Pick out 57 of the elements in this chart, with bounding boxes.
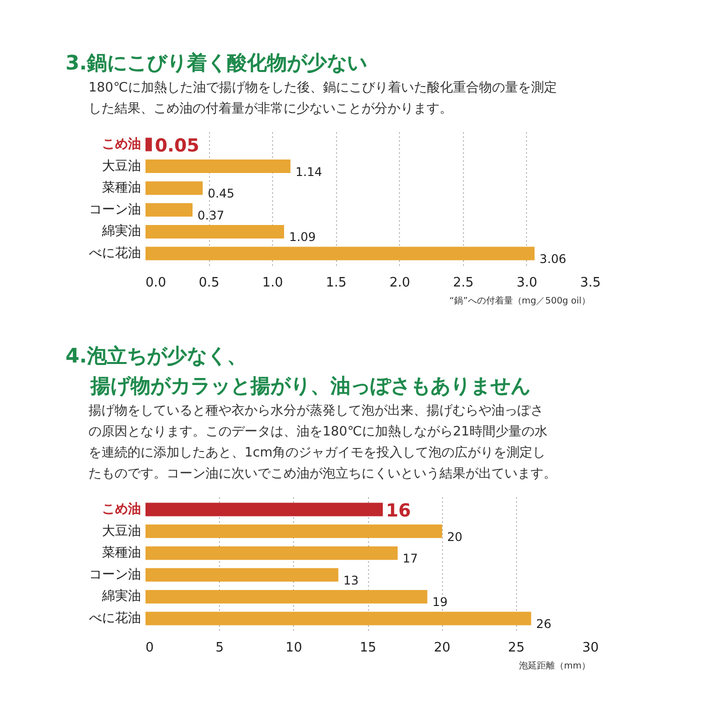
bar <box>146 546 398 560</box>
chart-title: 4.泡立ちが少なく、揚げ物がカラッと揚がり、油っぽさもありません <box>66 344 530 398</box>
x-tick-label: 20 <box>434 640 450 656</box>
bar <box>146 502 383 516</box>
data-label: 0.45 <box>208 186 234 201</box>
y-tick-label: 綿実油 <box>101 223 142 240</box>
data-label: 13 <box>343 573 359 588</box>
data-label: 3.06 <box>540 252 566 266</box>
data-label: 1.14 <box>295 164 322 179</box>
data-label: 1.09 <box>289 230 316 244</box>
chart-title: 3.鍋にこびり着く酸化物が少ない <box>66 50 368 74</box>
y-tick-label: 大豆油 <box>102 524 142 539</box>
data-label: 0.37 <box>198 208 224 222</box>
bar <box>146 590 428 604</box>
x-tick-label: 3.5 <box>580 276 601 290</box>
x-tick-label: 15 <box>360 640 376 656</box>
bar <box>146 612 532 626</box>
data-label: 17 <box>402 552 418 566</box>
y-tick-label: こめ油 <box>102 136 142 152</box>
y-tick-label: コーン油 <box>89 567 142 582</box>
x-tick-label: 3.0 <box>516 276 538 290</box>
x-axis-title: 泡延距離（mm） <box>518 660 591 672</box>
x-tick-label: 25 <box>508 640 525 656</box>
bar <box>146 224 284 238</box>
y-tick-label: こめ油 <box>102 502 142 517</box>
x-tick-label: 1.5 <box>326 276 347 290</box>
bar <box>146 203 193 217</box>
data-label: 19 <box>432 595 448 610</box>
x-tick-label: 5 <box>216 640 224 656</box>
bar <box>146 160 290 174</box>
data-label: 20 <box>447 530 462 544</box>
chart-subtitle: 揚げ物をしていると種や衣から水分が蒸発して泡が出来、揚げむらや油っぽさの原因となります。このデータは、油を180℃に加熱しながら21時間少量の水を連続的に添加したあと、1cm角のジャガイモを投入して泡の広がりを測定したものです。コーン油に次いでこめ油が泡立ちにくいという結果が出ています。 <box>88 404 556 482</box>
y-tick-label: べに花油 <box>89 611 142 626</box>
x-tick-label: 0 <box>146 640 154 656</box>
x-tick-label: 0.0 <box>146 276 166 290</box>
x-tick-label: 2.5 <box>453 276 474 290</box>
data-label: 16 <box>386 500 411 522</box>
x-axis-title: “鍋”への付着量（mg／500g oil） <box>449 296 591 306</box>
bar <box>146 246 535 260</box>
data-label: 0.05 <box>154 135 200 156</box>
y-tick-label: 綿実油 <box>101 588 142 604</box>
x-tick-label: 0.5 <box>198 276 220 290</box>
y-tick-label: べに花油 <box>89 246 142 262</box>
bar <box>146 524 442 538</box>
chart-subtitle: 180℃に加熱した油で揚げ物をした後、鍋にこびり着いた酸化重合物の量を測定した結果、こめ油の付着量が非常に少ないことが分かります。 <box>88 80 557 116</box>
x-tick-label: 10 <box>286 640 302 656</box>
bar <box>146 568 338 582</box>
y-tick-label: 菜種油 <box>102 180 142 196</box>
data-label: 26 <box>536 617 552 632</box>
y-tick-label: コーン油 <box>89 202 142 218</box>
x-tick-label: 2.0 <box>389 276 410 290</box>
y-tick-label: 大豆油 <box>102 158 142 174</box>
x-tick-label: 1.0 <box>262 276 283 290</box>
y-tick-label: 菜種油 <box>102 546 142 561</box>
bar <box>146 138 152 152</box>
bar <box>146 181 203 195</box>
x-tick-label: 30 <box>582 640 599 656</box>
